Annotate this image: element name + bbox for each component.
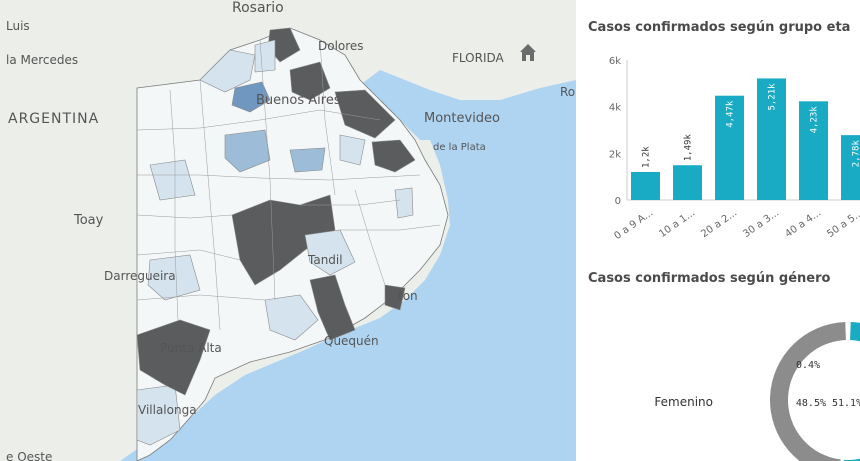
age-bar[interactable] [799,101,828,200]
x-tick-label: 10 a 1... [657,207,697,240]
age-bar[interactable] [841,135,860,200]
map-label-rosario: Rosario [232,0,284,16]
bar-data-label: 5,21k [768,83,778,111]
map-label-quequen: Quequén [324,334,379,348]
map-label-luis: Luis [6,19,30,33]
bar-data-label: 2,78k [852,140,860,168]
map-label-rio-de-la-plata: de la Plata [433,142,486,153]
masculino-pct-label: 51.1% [832,398,860,409]
map-label-toay: Toay [73,213,104,228]
river-plate-water [360,70,576,140]
x-tick-label: 0 a 9 A... [612,207,655,242]
age-bar-chart[interactable]: 6k 4k 2k 0 1,2k 0 a 9 A... 1,49k 10 a 1... 4,47k… [576,40,860,250]
age-bar[interactable] [631,172,660,200]
district-borders [136,39,441,331]
map-label-la-mercedes: la Mercedes [6,53,78,67]
bar-data-label: 1,2k [642,146,652,168]
map-label-dolores: Dolores [318,39,364,53]
map-canvas[interactable]: Rosario Luis la Mercedes ARGENTINA Dolor… [0,0,576,461]
charts-panel: Casos confirmados según grupo eta 6k 4k 2k… [576,0,860,461]
gender-donut-chart[interactable]: 48.5% 51.1% 0.4% Femenino [576,300,860,461]
home-icon[interactable] [520,44,536,61]
age-bar[interactable] [715,95,744,200]
femenino-legend-label: Femenino [654,395,713,409]
map-label-florida: FLORIDA [452,51,505,65]
gender-chart-title: Casos confirmados según género [588,271,831,286]
bar-data-label: 4,47k [726,100,736,128]
y-tick-label: 4k [609,103,621,114]
x-tick-label: 20 a 2... [699,207,739,240]
map-label-villalonga: Villalonga [138,403,197,417]
map-label-oeste: e Oeste [6,450,52,461]
map-label-darregueira: Darregueira [104,269,176,283]
age-bar[interactable] [673,165,702,200]
map-label-punta-alta: Punta Alta [160,341,222,355]
map-panel[interactable]: Rosario Luis la Mercedes ARGENTINA Dolor… [0,0,576,461]
other-pct-label: 0.4% [796,360,820,371]
age-chart-title: Casos confirmados según grupo eta [588,20,851,35]
x-tick-label: 50 a 5... [825,207,860,240]
donut-slice-femenino[interactable] [770,322,846,461]
map-label-tandil: Tandil [307,253,343,267]
y-tick-label: 0 [615,196,621,207]
y-tick-label: 6k [609,56,621,67]
map-label-olavarria: ton [398,289,418,303]
x-tick-label: 40 a 4... [783,207,823,240]
bar-data-label: 4,23k [810,106,820,134]
map-label-buenos-aires: Buenos Aires [256,93,341,108]
bar-data-label: 1,49k [684,134,694,162]
map-label-montevideo: Montevideo [424,111,500,126]
x-tick-label: 30 a 3... [741,207,781,240]
district-regions[interactable] [136,27,416,446]
y-tick-label: 2k [609,149,621,160]
femenino-pct-label: 48.5% [796,398,826,409]
map-label-argentina: ARGENTINA [8,111,99,127]
age-bar[interactable] [757,78,786,200]
donut-slice-masculino[interactable] [843,322,860,461]
map-label-ro: Ro [560,85,575,99]
